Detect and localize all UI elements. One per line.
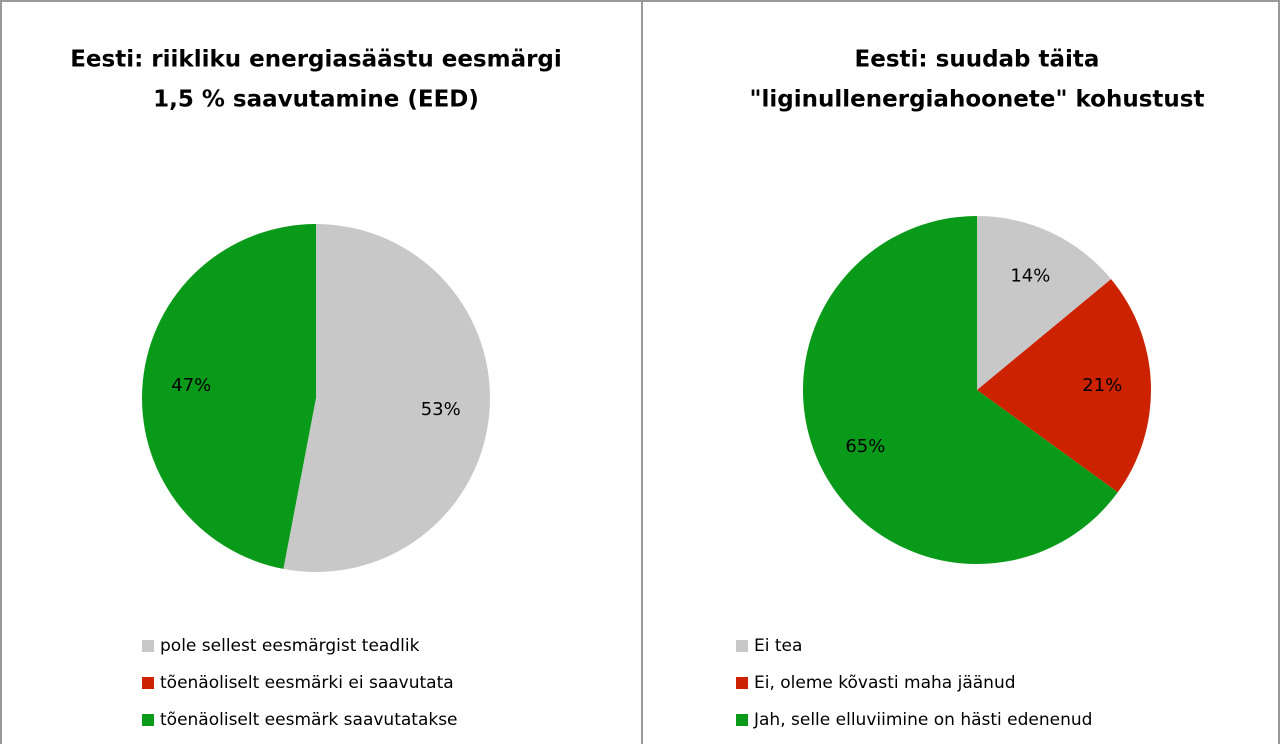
legend-label: Ei tea <box>754 636 802 656</box>
legend-swatch <box>736 714 748 726</box>
pie-slice <box>803 216 1118 564</box>
chart-title: Eesti: suudab täita <box>855 47 1100 73</box>
data-label: 21% <box>1082 375 1122 396</box>
legend-label: tõenäoliselt eesmärk saavutatakse <box>160 710 458 730</box>
data-label: 47% <box>171 375 211 396</box>
chart-title: Eesti: riikliku energiasäästu eesmärgi <box>70 47 562 73</box>
chart-title: "liginullenergiahoonete" kohustust <box>750 87 1205 113</box>
pie-slice <box>977 279 1151 493</box>
pie-slice <box>283 224 491 572</box>
data-label: 65% <box>845 436 885 457</box>
legend-swatch <box>736 640 748 652</box>
legend-swatch <box>142 677 154 689</box>
data-label: 53% <box>421 399 461 420</box>
pie-slice <box>142 224 316 569</box>
legend-label: tõenäoliselt eesmärki ei saavutata <box>160 673 454 693</box>
data-label: 14% <box>1010 266 1050 287</box>
legend-label: Jah, selle elluviimine on hästi edenenud <box>753 710 1092 730</box>
legend-label: pole sellest eesmärgist teadlik <box>160 636 420 656</box>
chart-title: 1,5 % saavutamine (EED) <box>153 87 479 113</box>
legend-swatch <box>142 714 154 726</box>
legend-label: Ei, oleme kõvasti maha jäänud <box>754 673 1016 693</box>
legend-swatch <box>736 677 748 689</box>
pie-slice <box>977 216 1112 390</box>
legend-swatch <box>142 640 154 652</box>
